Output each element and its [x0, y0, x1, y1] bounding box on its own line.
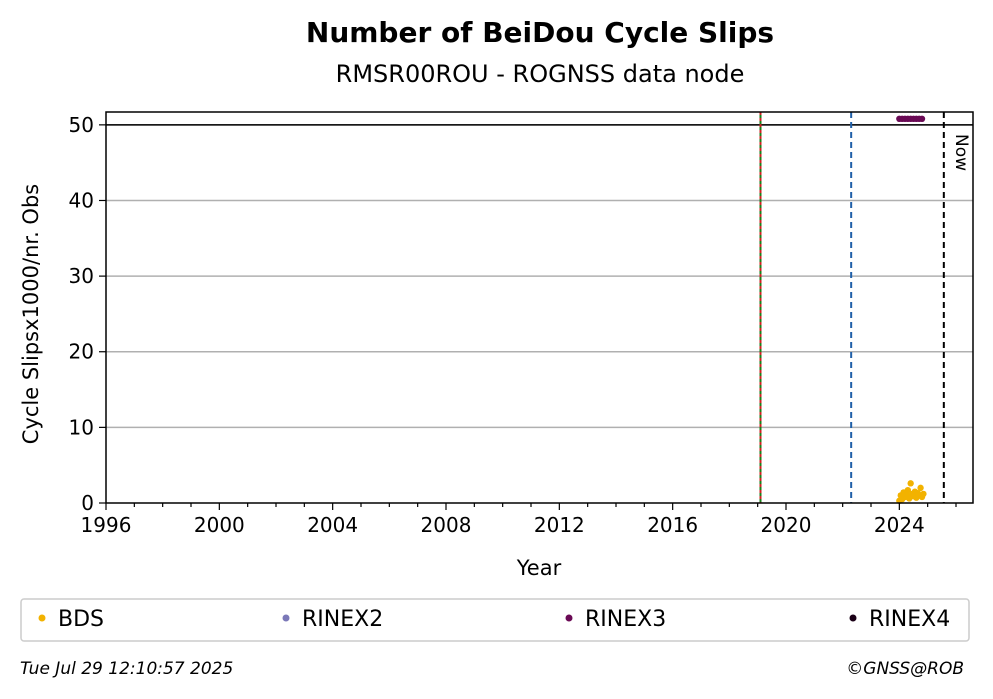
x-axis-label: Year [516, 556, 562, 580]
footer-credit: ©GNSS@ROB [846, 659, 964, 679]
legend-marker [282, 614, 290, 622]
data-point-bds [920, 490, 927, 498]
x-tick-label: 2008 [421, 513, 472, 537]
data-point-bds [904, 486, 912, 494]
x-tick-label: 2016 [647, 513, 698, 537]
data-point-bds [907, 480, 914, 487]
x-tick-label: 2004 [307, 513, 358, 537]
y-tick-label: 0 [81, 491, 94, 515]
legend-box [20, 598, 970, 642]
legend-marker [565, 614, 573, 622]
y-tick-label: 30 [69, 264, 94, 288]
x-tick-label: 2024 [874, 513, 925, 537]
y-tick-label: 10 [69, 415, 94, 439]
legend-label: RINEX4 [869, 607, 950, 632]
x-tick-label: 2012 [534, 513, 585, 537]
now-label: Now [951, 134, 971, 171]
y-tick-label: 40 [69, 188, 94, 212]
y-axis-ticks: 0 10 20 30 40 50 [69, 113, 106, 515]
x-tick-label: 2000 [194, 513, 245, 537]
legend-label: RINEX2 [302, 607, 383, 632]
legend-marker [38, 614, 46, 622]
reference-lines: Now [106, 112, 973, 503]
footer-timestamp: Tue Jul 29 12:10:57 2025 [20, 659, 233, 679]
data-point-bds [917, 484, 924, 492]
legend-marker [849, 614, 857, 622]
legend-label: BDS [58, 607, 104, 632]
data-points [896, 115, 927, 504]
legend-label: RINEX3 [585, 607, 666, 632]
plot-frame [105, 111, 974, 504]
y-axis-label: Cycle Slipsx1000/nr. Obs [19, 184, 43, 444]
x-tick-label: 1996 [81, 513, 132, 537]
y-tick-label: 50 [69, 113, 94, 137]
chart-title: Number of BeiDou Cycle Slips [306, 16, 774, 49]
legend: BDS RINEX2 RINEX3 RINEX4 [38, 607, 950, 632]
data-point-rinex3 [918, 115, 926, 123]
x-axis-ticks: 1996 2000 2004 2008 2012 2016 2020 2024 [81, 503, 957, 537]
x-tick-label: 2020 [761, 513, 812, 537]
grid [106, 124, 973, 429]
chart-subtitle: RMSR00ROU - ROGNSS data node [336, 60, 745, 88]
y-tick-label: 20 [69, 340, 94, 364]
